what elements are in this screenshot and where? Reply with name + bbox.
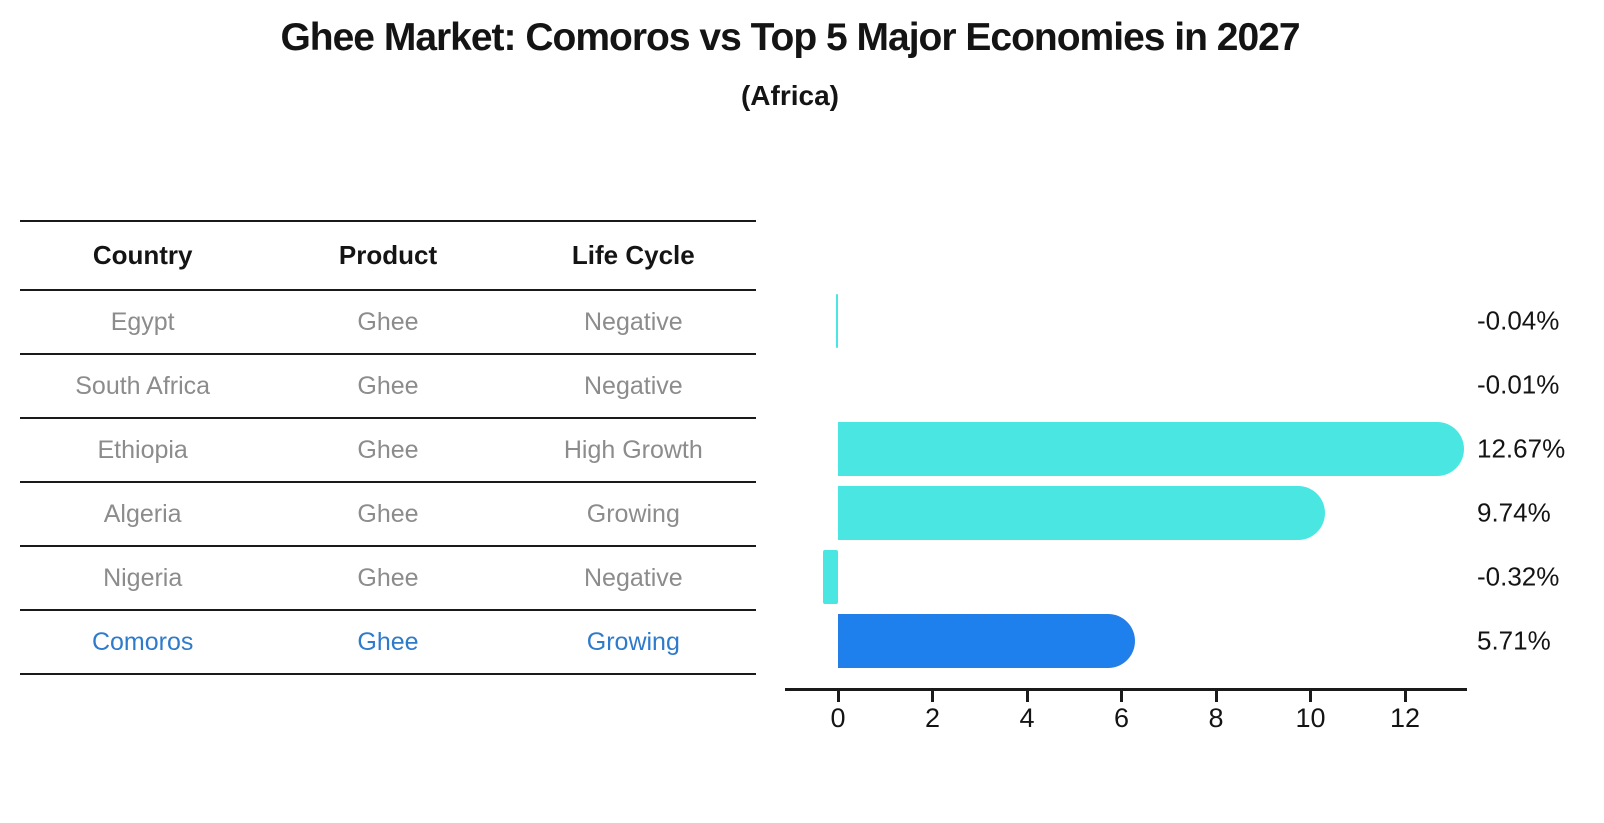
table-header-cell: Product: [338, 240, 438, 270]
value-label: 5.71%: [1477, 625, 1551, 656]
x-axis-tick: [836, 691, 840, 702]
comparison-table: Country Product Life Cycle Egypt Ghee Negativ…: [20, 220, 756, 675]
bar-egypt: [836, 294, 838, 348]
bar-ethiopia: [838, 422, 1464, 476]
product-cell: Ghee: [357, 435, 419, 464]
x-axis-line: [785, 688, 1467, 691]
chart-title: Ghee Market: Comoros vs Top 5 Major Econ…: [280, 16, 1300, 59]
country-cell: South Africa: [75, 371, 211, 400]
product-cell: Ghee: [357, 371, 419, 400]
bar-comoros: [838, 614, 1135, 668]
table-row: Egypt Ghee Negative: [20, 291, 756, 355]
life-cycle-cell: Negative: [583, 307, 683, 336]
table-header-row: Country Product Life Cycle: [20, 222, 756, 291]
x-axis-tick-label: 2: [924, 703, 941, 733]
life-cycle-cell: High Growth: [563, 435, 703, 464]
x-axis-tick-label: 6: [1113, 703, 1130, 733]
x-axis-tick: [1025, 691, 1029, 702]
x-axis-tick: [1120, 691, 1123, 702]
bar-algeria: [838, 486, 1326, 540]
country-cell: Comoros: [91, 627, 194, 656]
x-axis-tick-label: 10: [1295, 703, 1326, 733]
x-axis-tick-label: 8: [1208, 703, 1224, 733]
table-row: South Africa Ghee Negative: [20, 355, 756, 419]
country-cell: Ethiopia: [97, 435, 188, 464]
life-cycle-cell: Negative: [583, 371, 683, 400]
table-row: Comoros Ghee Growing: [20, 611, 756, 675]
x-axis-tick: [931, 691, 934, 702]
table-header-cell: Life Cycle: [571, 240, 695, 270]
product-cell: Ghee: [357, 563, 419, 592]
product-cell: Ghee: [357, 627, 419, 656]
x-axis-tick-label: 0: [830, 703, 846, 733]
life-cycle-cell: Growing: [586, 499, 680, 528]
country-cell: Egypt: [110, 307, 175, 336]
x-axis-tick: [1309, 691, 1312, 702]
value-label: 12.67%: [1477, 433, 1566, 464]
x-axis-tick-label: 4: [1019, 703, 1035, 733]
bar-nigeria: [822, 550, 838, 604]
x-axis-tick: [1214, 691, 1218, 702]
chart-subtitle: (Africa): [740, 80, 839, 111]
table-row: Algeria Ghee Growing: [20, 483, 756, 547]
value-label: -0.32%: [1477, 561, 1560, 592]
x-axis-tick: [1403, 691, 1407, 702]
value-label: -0.01%: [1477, 369, 1560, 400]
country-cell: Algeria: [103, 499, 182, 528]
table-header-cell: Country: [92, 240, 193, 270]
product-cell: Ghee: [357, 307, 419, 336]
product-cell: Ghee: [357, 499, 419, 528]
country-cell: Nigeria: [103, 563, 183, 592]
value-label: -0.04%: [1477, 305, 1560, 336]
table-row: Nigeria Ghee Negative: [20, 547, 756, 611]
life-cycle-cell: Growing: [586, 627, 680, 656]
x-axis-tick-label: 12: [1389, 703, 1421, 733]
value-label: 9.74%: [1477, 497, 1551, 528]
table-row: Ethiopia Ghee High Growth: [20, 419, 756, 483]
life-cycle-cell: Negative: [583, 563, 683, 592]
